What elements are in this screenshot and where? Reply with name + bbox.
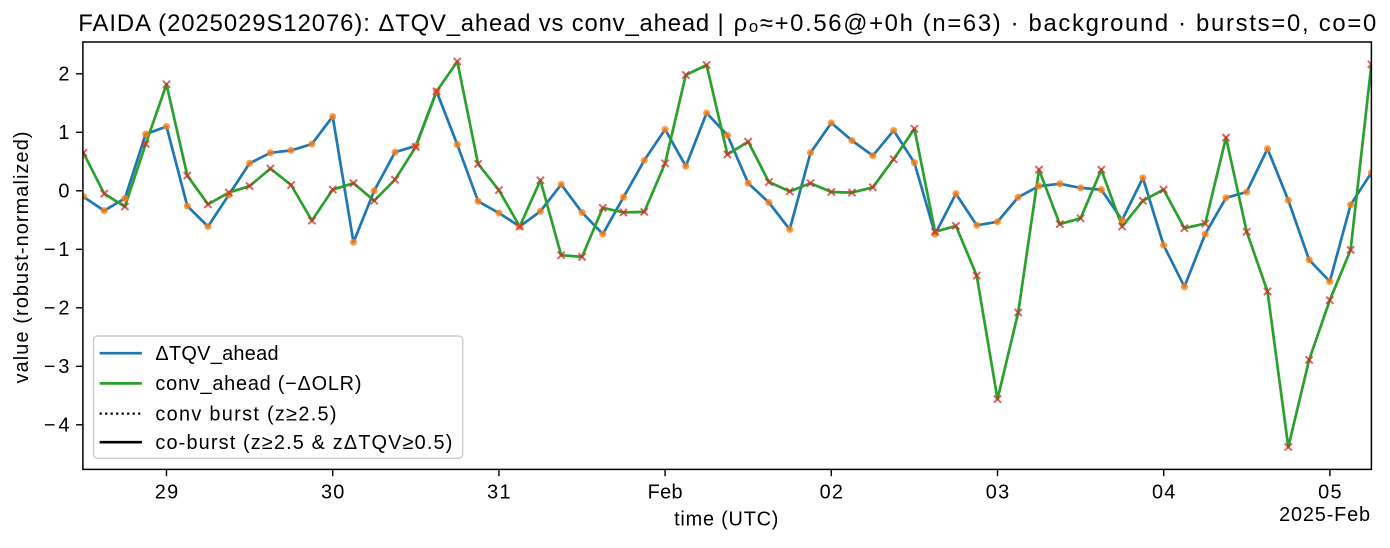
svg-text:−2: −2	[44, 298, 72, 320]
svg-text:−1: −1	[44, 239, 72, 261]
svg-text:conv burst (z≥2.5): conv burst (z≥2.5)	[155, 403, 337, 425]
svg-text:0: 0	[58, 181, 70, 203]
svg-text:03: 03	[986, 481, 1011, 503]
svg-text:time (UTC): time (UTC)	[674, 509, 779, 531]
svg-text:ΔTQV_ahead: ΔTQV_ahead	[155, 343, 278, 365]
svg-text:−3: −3	[44, 356, 72, 378]
svg-text:FAIDA (2025029S12076): ΔTQV_ah: FAIDA (2025029S12076): ΔTQV_ahead vs con…	[78, 10, 1378, 37]
svg-text:30: 30	[321, 481, 346, 503]
svg-text:29: 29	[155, 481, 180, 503]
svg-text:31: 31	[487, 481, 512, 503]
svg-text:−4: −4	[44, 415, 72, 437]
svg-text:co-burst (z≥2.5 & zΔTQV≥0.5): co-burst (z≥2.5 & zΔTQV≥0.5)	[155, 432, 453, 454]
svg-text:1: 1	[58, 122, 70, 144]
svg-text:Feb: Feb	[648, 481, 683, 503]
svg-text:conv_ahead (−ΔOLR): conv_ahead (−ΔOLR)	[155, 373, 362, 395]
svg-text:05: 05	[1318, 481, 1343, 503]
svg-text:2: 2	[58, 64, 70, 86]
svg-text:value (robust-normalized): value (robust-normalized)	[11, 130, 33, 383]
svg-text:04: 04	[1152, 481, 1177, 503]
svg-text:02: 02	[820, 481, 845, 503]
svg-text:2025-Feb: 2025-Feb	[1279, 504, 1371, 526]
